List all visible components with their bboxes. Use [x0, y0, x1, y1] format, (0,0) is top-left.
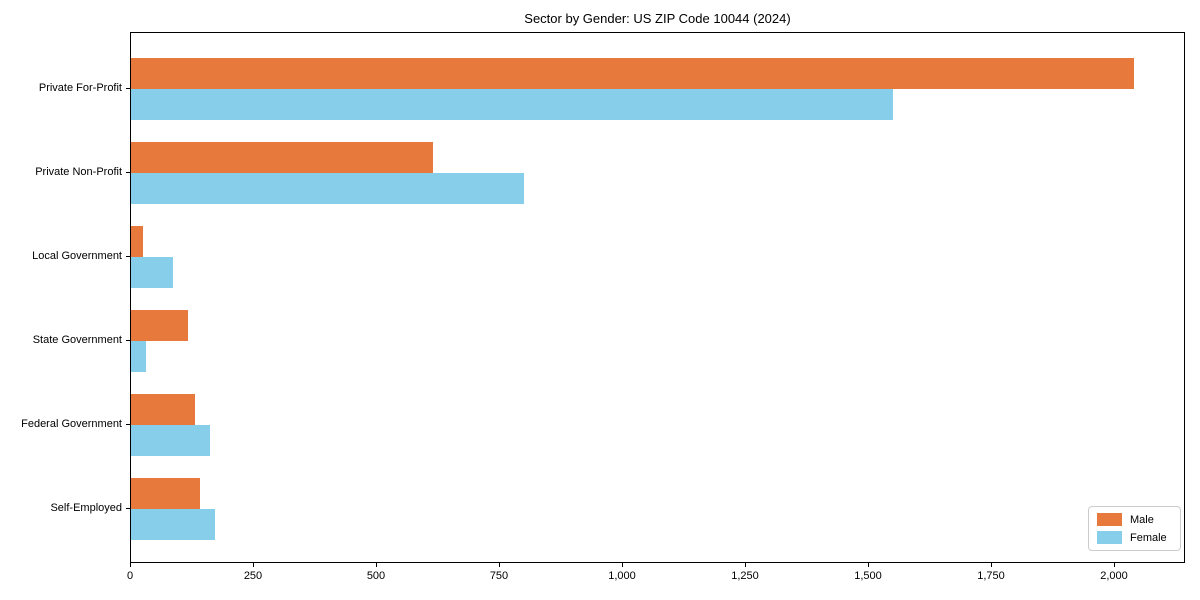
x-tick-label-2-000: 2,000: [1100, 570, 1128, 582]
x-tick-label-1-500: 1,500: [854, 570, 882, 582]
x-tick-label-1-000: 1,000: [608, 570, 636, 582]
y-tick-mark: [126, 508, 130, 509]
y-tick-label-private-non-profit: Private Non-Profit: [35, 166, 122, 178]
x-tick-mark: [991, 563, 992, 567]
y-tick-label-private-for-profit: Private For-Profit: [38, 82, 122, 94]
bar-female-private-non-profit: [131, 173, 524, 204]
x-tick-mark: [376, 563, 377, 567]
x-tick-mark: [622, 563, 623, 567]
y-tick-label-self-employed: Self-Employed: [50, 502, 122, 514]
x-tick-mark: [868, 563, 869, 567]
bar-female-local-government: [131, 257, 173, 288]
legend: Male Female: [1088, 506, 1181, 551]
y-tick-mark: [126, 256, 130, 257]
legend-item-male: Male: [1097, 513, 1172, 526]
x-tick-label-0: 0: [126, 570, 134, 582]
bar-female-self-employed: [131, 509, 215, 540]
bar-male-self-employed: [131, 478, 200, 509]
x-tick-mark: [253, 563, 254, 567]
x-tick-label-500: 500: [366, 570, 386, 582]
plot-area: [130, 32, 1185, 563]
x-tick-label-750: 750: [489, 570, 509, 582]
bar-female-federal-government: [131, 425, 210, 456]
legend-swatch-female: [1097, 531, 1122, 544]
y-tick-mark: [126, 340, 130, 341]
bar-male-private-for-profit: [131, 58, 1134, 89]
x-tick-mark: [745, 563, 746, 567]
bar-male-state-government: [131, 310, 188, 341]
y-tick-label-federal-government: Federal Government: [21, 418, 122, 430]
legend-label-female: Female: [1130, 531, 1167, 544]
bar-male-federal-government: [131, 394, 195, 425]
x-tick-label-250: 250: [243, 570, 263, 582]
legend-item-female: Female: [1097, 531, 1172, 544]
x-tick-mark: [1114, 563, 1115, 567]
x-tick-label-1-750: 1,750: [977, 570, 1005, 582]
y-tick-mark: [126, 424, 130, 425]
bar-male-private-non-profit: [131, 142, 433, 173]
x-tick-mark: [499, 563, 500, 567]
bar-female-private-for-profit: [131, 89, 893, 120]
y-tick-mark: [126, 172, 130, 173]
bar-male-local-government: [131, 226, 143, 257]
legend-label-male: Male: [1130, 513, 1154, 526]
y-tick-label-state-government: State Government: [32, 334, 122, 346]
x-tick-mark: [130, 563, 131, 567]
legend-swatch-male: [1097, 513, 1122, 526]
x-tick-label-1-250: 1,250: [731, 570, 759, 582]
chart-title: Sector by Gender: US ZIP Code 10044 (202…: [524, 11, 791, 26]
y-tick-label-local-government: Local Government: [32, 250, 122, 262]
y-tick-mark: [126, 88, 130, 89]
bar-female-state-government: [131, 341, 146, 372]
